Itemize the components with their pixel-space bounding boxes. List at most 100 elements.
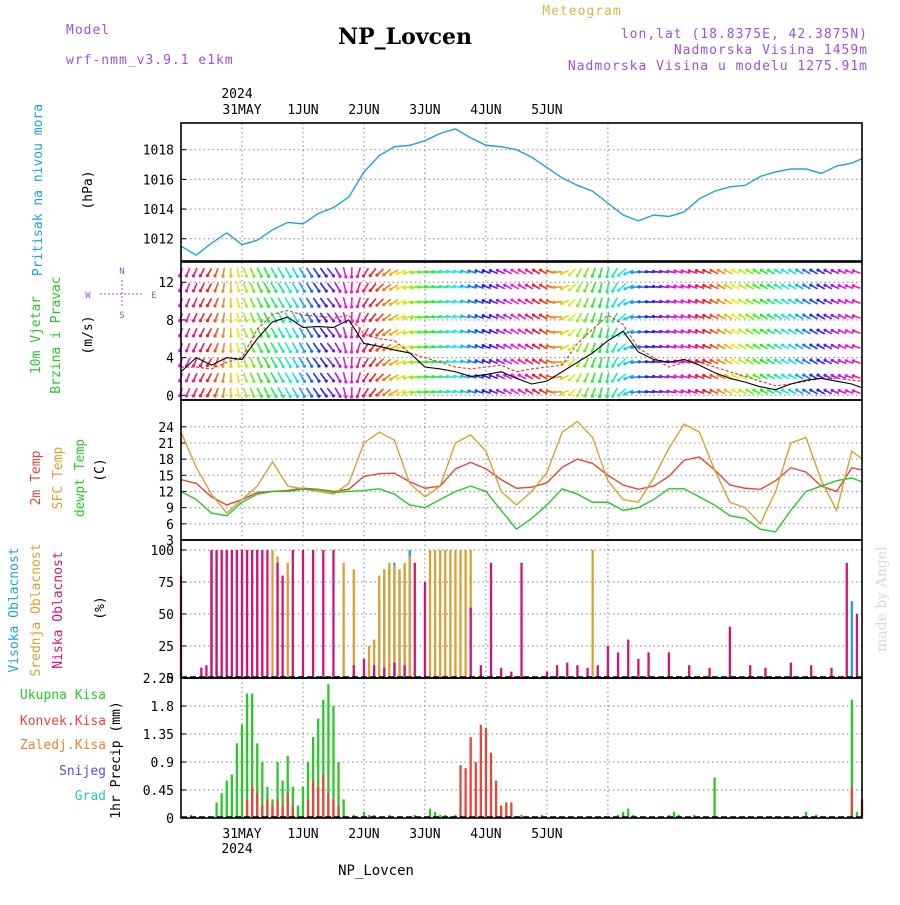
mid_cloud-bar [353,569,355,678]
wind-arrow-head [417,346,420,349]
wind-arrow-head [510,328,513,331]
wind-arrow-head [431,315,434,318]
wind-arrow-head [489,389,492,392]
wind-arrow-head [356,290,359,293]
wind-arrow-head [823,284,826,287]
y-tick-label: 50 [158,608,174,623]
wind-arrow-head [221,395,224,398]
wind-arrow-head [659,285,662,288]
wind-arrow-head [245,394,248,397]
wind-arrow-head [767,329,770,332]
wind-arrow-head [688,389,691,392]
wind-arrow-head [845,269,848,272]
wind-arrow-head [382,393,385,396]
wind-arrow-head [823,389,826,392]
low_cloud-bar [251,550,253,678]
wind-arrow-head [605,335,608,338]
low_cloud-bar [810,665,812,678]
wind-arrow-head [267,290,270,293]
wind-arrow-head [403,302,406,305]
wind-arrow-head [424,375,427,378]
wind-arrow-head [831,284,834,287]
wind-arrow-head [310,335,313,338]
wind-arrow-head [781,284,784,287]
day-label-top: 31MAY [222,103,261,118]
wind-arrow-head [781,329,784,332]
wind-arrow-head [221,380,224,383]
wind-arrow-head [338,395,341,398]
conv_precip-bar [281,806,283,818]
wind-arrow-head [489,344,492,347]
wind-arrow-head [362,274,365,277]
wind-arrow-head [852,269,855,272]
wind-arrow-head [446,285,449,288]
wind-arrow-head [560,377,563,380]
low_cloud-bar [281,576,283,678]
wind-arrow-head [795,374,798,377]
wind-arrow-head [417,271,420,274]
wind-arrow-head [845,284,848,287]
wind-arrow-head [816,283,819,286]
low_cloud-bar [627,640,629,678]
mid_cloud-bar [449,550,451,678]
wind-arrow-head [460,269,463,272]
precip-legend-1: Konvek.Kisa [20,714,106,729]
wind-arrow-head [702,314,705,317]
wind-arrow-head [539,284,542,287]
wind-arrow-head [396,392,399,395]
wind-arrow-head [788,389,791,392]
wind-arrow-head [802,313,805,316]
low_cloud-bar [241,550,243,678]
low_cloud-bar [617,652,619,678]
wind-arrow-head [424,345,427,348]
conv_precip-bar [251,787,253,818]
mid_cloud-bar [378,576,380,678]
wind-arrow-head [289,275,292,278]
wind-arrow-head [695,329,698,332]
wind-arrow-head [431,390,434,393]
wind-arrow-head [611,275,614,278]
wind-arrow-head [453,345,456,348]
wind-arrow-head [617,289,620,292]
low_cloud-bar [470,608,472,678]
temp-label-2m: 2m Temp [29,450,44,505]
conv_precip-bar [480,725,482,818]
wind-arrow-head [446,300,449,303]
wind-arrow-head [591,275,594,278]
wind-arrow-head [724,298,727,301]
wind-arrow-head [310,350,313,353]
wind-arrow-head [237,350,240,353]
wind-arrow-head [546,299,549,302]
wind-arrow-head [623,287,626,290]
wind-arrow-head [396,302,399,305]
wind-arrow-head [289,335,292,338]
wind-arrow-head [731,373,734,376]
wind-arrow-head [237,305,240,308]
wind-arrow-head [831,344,834,347]
wind-arrow-head [317,379,320,382]
wind-arrow-head [317,334,320,337]
wind-arrow-head [760,314,763,317]
wind-arrow-head [245,289,248,292]
wind-arrow-head [410,316,413,319]
wind-arrow-head [630,301,633,304]
wind-arrow-head [666,270,669,273]
y-tick-label: 12 [158,276,174,291]
wind-arrow-head [206,334,209,337]
day-label-top: 2JUN [348,103,379,118]
wind-arrow-head [510,283,513,286]
wind-arrow-head [525,299,528,302]
wind-arrow-head [369,364,372,367]
wind-arrow-head [753,389,756,392]
wind-arrow-head [252,305,255,308]
pressure-line [181,129,862,255]
conv_precip-bar [475,762,477,818]
wind-arrow-head [760,344,763,347]
wind-arrow-head [274,395,277,398]
wind-arrow-head [611,305,614,308]
wind-arrow-head [375,349,378,352]
wind-arrow-head [838,314,841,317]
wind-arrow-head [774,344,777,347]
wind-arrow-head [245,304,248,307]
